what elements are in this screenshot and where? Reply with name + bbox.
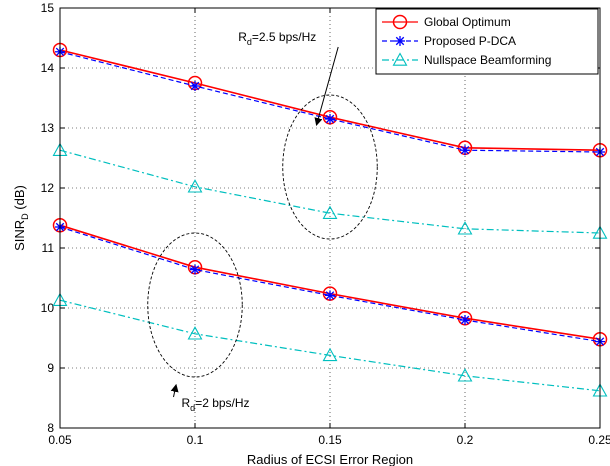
y-tick-label: 10 — [41, 301, 55, 315]
annotations: Rd=2.5 bps/Hz Rd=2 bps/Hz — [147, 30, 378, 413]
data-point-marker — [190, 81, 200, 91]
y-tick-label: 13 — [41, 121, 55, 135]
annotation-ellipse — [147, 232, 243, 378]
x-tick-label: 0.1 — [187, 433, 204, 447]
legend-label: Nullspace Beamforming — [424, 53, 551, 67]
y-tick-label: 15 — [41, 1, 55, 15]
series-line — [59, 299, 601, 392]
annotation-arrow — [314, 46, 339, 126]
data-point-marker — [460, 315, 470, 325]
x-tick-label: 0.2 — [457, 433, 474, 447]
annotation-label: Rd=2.5 bps/Hz — [238, 30, 316, 47]
annotation-ellipse — [282, 94, 378, 240]
x-tick-label: 0.25 — [588, 433, 610, 447]
data-point-marker — [460, 145, 470, 156]
x-tick-label: 0.05 — [48, 433, 72, 447]
series-line — [59, 51, 601, 153]
data-point-marker — [325, 114, 335, 124]
y-axis-label-unit: (dB) — [12, 185, 27, 213]
data-point-marker — [322, 347, 338, 362]
legend-marker — [395, 36, 405, 46]
y-axis-label-sub: D — [20, 213, 30, 220]
annotation-label: Rd=2 bps/Hz — [182, 396, 250, 413]
data-point-marker — [187, 179, 203, 193]
legend: Global Optimum Proposed P-DCA Nullspace Be… — [375, 8, 599, 75]
data-point-marker — [322, 205, 338, 219]
data-point-marker — [457, 368, 473, 382]
legend-label: Proposed P-DCA — [424, 34, 516, 48]
legend-entry: Nullspace Beamforming — [382, 52, 551, 67]
annotation-upper: Rd=2.5 bps/Hz — [238, 30, 378, 240]
y-axis-label: SINRD (dB) — [12, 185, 30, 251]
x-axis-label: Radius of ECSI Error Region — [247, 452, 413, 466]
y-tick-label: 11 — [42, 241, 55, 255]
plot-frame — [59, 7, 601, 429]
data-point-marker — [190, 264, 200, 275]
legend-label: Global Optimum — [424, 15, 511, 29]
annotation-arrow — [170, 383, 179, 398]
legend-marker — [392, 52, 408, 66]
y-tick-label: 9 — [47, 361, 54, 375]
legend-box — [375, 8, 599, 75]
legend-entry: Proposed P-DCA — [382, 34, 516, 48]
y-axis-label-main: SINR — [12, 220, 27, 251]
y-tick-label: 12 — [41, 181, 55, 195]
series-nullspace-beamforming-Rd-2 — [52, 292, 608, 397]
legend-entry: Global Optimum — [382, 14, 511, 30]
data-point-marker — [457, 221, 473, 235]
x-tick-label: 0.15 — [318, 433, 342, 447]
series-line — [59, 149, 601, 234]
data-point-marker — [187, 326, 203, 340]
data-point-marker — [325, 290, 335, 301]
legend-marker — [392, 14, 408, 30]
annotation-lower: Rd=2 bps/Hz — [147, 232, 250, 413]
y-tick-label: 14 — [41, 61, 55, 75]
y-tick-label: 8 — [47, 421, 54, 435]
